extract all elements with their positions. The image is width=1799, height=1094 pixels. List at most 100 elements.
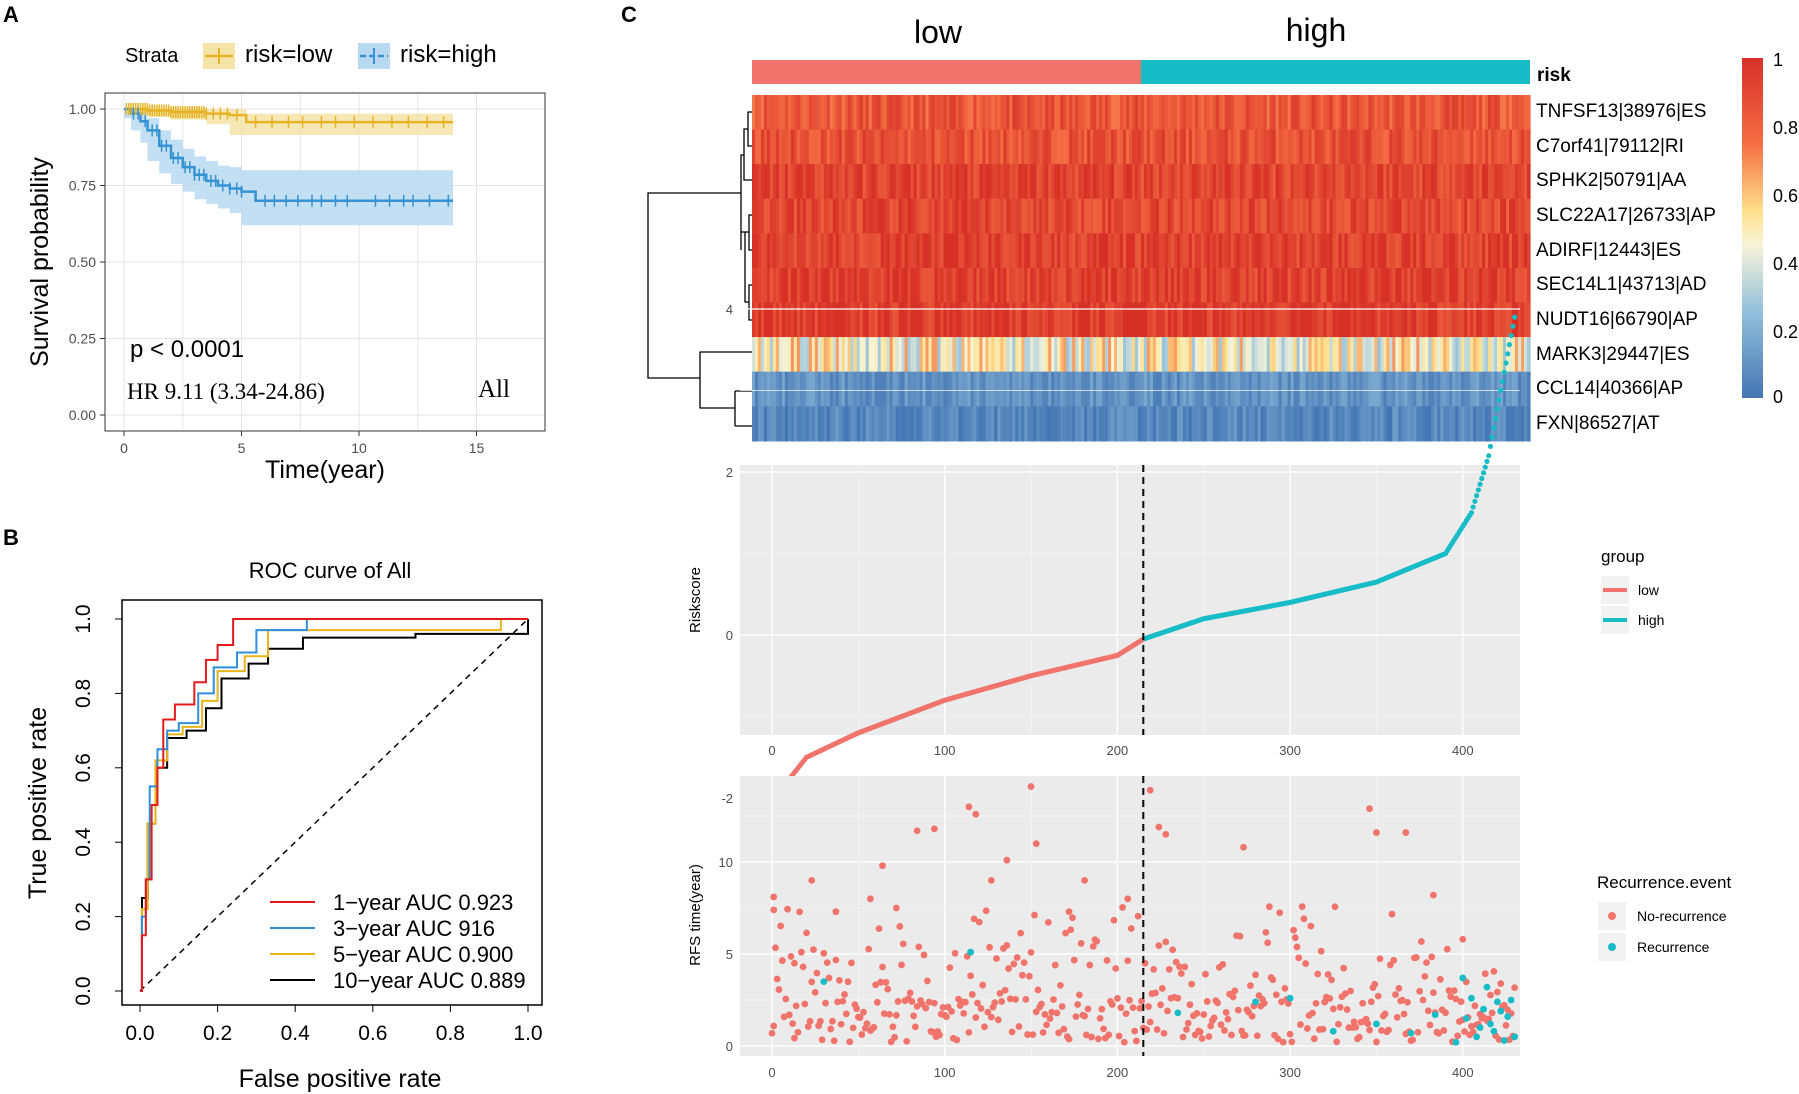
heatmap-cell [886,164,891,200]
heatmap-cell [1263,129,1268,165]
heatmap-cell [841,302,846,338]
heatmap-cell [1416,337,1420,373]
rfs-point-no-recurrence [1352,1023,1360,1031]
heatmap-cell [1051,302,1055,338]
heatmap-cell [760,198,765,234]
heatmap-cell [1257,233,1262,269]
heatmap-cell [1377,406,1381,442]
heatmap-cell [1158,233,1163,269]
heatmap-cell [1072,302,1076,338]
heatmap-cell [904,233,909,269]
heatmap-cell [1458,406,1462,442]
heatmap-cell [1227,337,1232,373]
risk-x-tick-label: 400 [1452,743,1474,758]
heatmap-cell [1117,337,1121,373]
heatmap-cell [835,371,840,407]
rfs-point-no-recurrence [1008,1028,1016,1036]
heatmap-cell [1218,164,1223,200]
heatmap-cell [1401,337,1405,373]
heatmap-cell [1344,302,1349,338]
rfs-point-no-recurrence [894,998,902,1005]
heatmap-cell [1503,371,1507,407]
heatmap-cell [1362,198,1367,234]
heatmap-cell [940,95,945,131]
heatmap-cell [832,95,837,131]
heatmap-cell [1383,406,1387,442]
heatmap-cell [1111,371,1115,407]
heatmap-cell [985,95,989,131]
heatmap-cell [1365,268,1370,304]
heatmap-cell [1389,164,1393,200]
heatmap-cell [889,129,894,165]
heatmap-cell [1218,371,1223,407]
rfs-point-no-recurrence [1303,1025,1311,1032]
heatmap-cell [1266,164,1271,200]
heatmap-cell [1269,95,1274,131]
heatmap-cell [1164,268,1169,304]
heatmap-cell [895,302,900,338]
heatmap-cell [1506,198,1510,234]
heatmap-cell [913,233,918,269]
heatmap-cell [1275,337,1280,373]
heatmap-cell [925,129,930,165]
rfs-point-no-recurrence [791,1034,798,1042]
rfs-point-no-recurrence [911,1023,919,1031]
rfs-point-no-recurrence [1114,995,1121,1002]
heatmap-cell [781,302,786,338]
heatmap-cell [817,95,822,131]
heatmap-cell [913,371,918,407]
heatmap-cell [781,371,786,407]
riskscore-point [1489,434,1495,440]
rfs-point-no-recurrence [1074,1001,1082,1008]
heatmap-cell [1287,129,1292,165]
heatmap-cell [1012,164,1016,200]
rfs-point-no-recurrence [804,1023,812,1030]
heatmap-cell [964,268,969,304]
heatmap-cell [1521,164,1525,200]
rfs-point-no-recurrence [1347,987,1354,995]
heatmap-cell [1347,268,1352,304]
heatmap-cell [970,337,975,373]
heatmap-cell [757,302,762,338]
heatmap-cell [1009,164,1013,200]
heatmap-cell [1045,164,1049,200]
heatmap-cell [841,268,846,304]
heatmap-cell [880,198,885,234]
heatmap-cell [1266,233,1271,269]
heatmap-cell [931,198,936,234]
heatmap-cell [1000,164,1004,200]
heatmap-cell [1446,233,1450,269]
heatmap-cell [979,406,984,442]
rfs-point-no-recurrence [822,999,829,1007]
heatmap-cell [1021,95,1025,131]
heatmap-cell [868,268,873,304]
heatmap-cell [970,233,975,269]
heatmap-cell [1245,129,1250,165]
heatmap-cell [1239,302,1244,338]
heatmap-cell [1108,406,1112,442]
heatmap-cell [1072,164,1076,200]
heatmap-cell [772,198,777,234]
roc-legend-1y: 1−year AUC 0.923 [333,890,513,915]
heatmap-cell [1221,302,1226,338]
heatmap-cell [793,198,798,234]
rfs-point-no-recurrence [1122,1010,1130,1017]
heatmap-cell [856,164,861,200]
roc-x-tick-label: 0.0 [125,1022,154,1045]
rfs-point-no-recurrence [1452,995,1460,1003]
heatmap-cell [1224,198,1229,234]
heatmap-cell [1467,371,1471,407]
heatmap-cell [760,95,765,131]
heatmap-cell [1212,268,1217,304]
rfs-point-no-recurrence [1278,998,1285,1006]
heatmap-cell [1413,129,1417,165]
heatmap-cell [1452,198,1456,234]
heatmap-cell [1099,406,1103,442]
heatmap-cell [1185,129,1190,165]
heatmap-cell [754,233,759,269]
heatmap-cell [841,164,846,200]
rfs-point-no-recurrence [1502,1021,1510,1029]
heatmap-cell [871,233,876,269]
heatmap-cell [799,302,804,338]
